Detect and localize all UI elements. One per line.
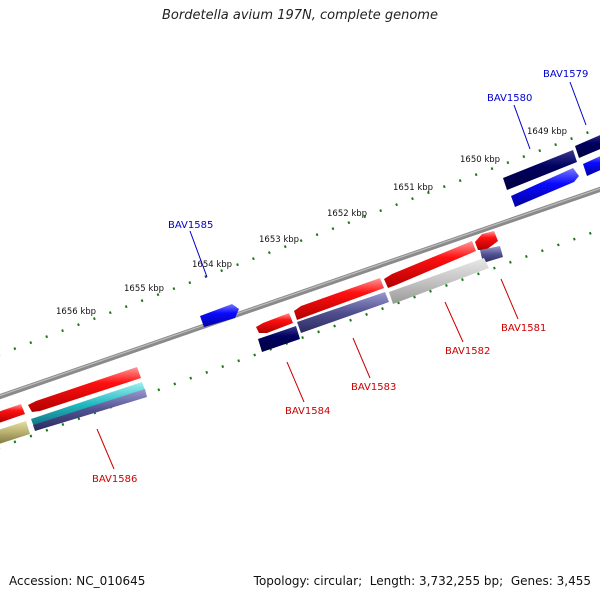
gene-left-edge-arrow[interactable] (0, 404, 25, 423)
track-BAV1581 (480, 246, 503, 263)
length-label: Length: (369, 574, 416, 588)
gene-BAV1581-arrow[interactable] (475, 231, 498, 250)
gene-BAV1586-arrow[interactable] (28, 367, 141, 412)
leader-BAV1582 (444, 301, 464, 343)
track-BAV1583 (297, 292, 389, 333)
gene-label-BAV1585[interactable]: BAV1585 (168, 220, 213, 231)
leader-BAV1580 (513, 104, 531, 150)
gene-BAV1579-track (575, 135, 600, 158)
gene-label-BAV1586[interactable]: BAV1586 (92, 474, 137, 485)
gene-label-BAV1584[interactable]: BAV1584 (285, 406, 330, 417)
leader-BAV1583 (352, 337, 371, 379)
kbp-label-1654: 1654 kbp (192, 260, 232, 270)
genes-value: 3,455 (556, 574, 591, 588)
leader-BAV1579 (569, 81, 587, 126)
kbp-label-1653: 1653 kbp (259, 235, 299, 245)
kbp-label-1656: 1656 kbp (56, 307, 96, 317)
track-BAV1582 (389, 258, 489, 304)
kbp-label-1650: 1650 kbp (460, 155, 500, 165)
topology-label: Topology: (253, 574, 310, 588)
accession-label: Accession: (9, 574, 73, 588)
accession-value: NC_010645 (76, 574, 146, 588)
genome-summary: Topology: circular; Length: 3,732,255 bp… (253, 574, 591, 588)
gene-BAV1580-arrow[interactable] (511, 168, 579, 207)
gene-BAV1585-arrow[interactable] (200, 304, 239, 327)
gene-label-BAV1579[interactable]: BAV1579 (543, 69, 588, 80)
gene-BAV1582-arrow[interactable] (384, 241, 476, 288)
genome-backbone (0, 186, 600, 400)
gene-BAV1580-track (503, 150, 577, 190)
gene-BAV1583-arrow[interactable] (294, 278, 384, 320)
track-left-edge (0, 421, 30, 444)
kbp-label-1649: 1649 kbp (527, 127, 567, 137)
leader-BAV1584 (286, 361, 305, 403)
gene-label-BAV1580[interactable]: BAV1580 (487, 93, 532, 104)
track-BAV1584 (258, 326, 300, 352)
accession-info: Accession: NC_010645 (9, 574, 145, 588)
kbp-label-1652: 1652 kbp (327, 209, 367, 219)
leader-BAV1585 (189, 230, 208, 278)
leader-BAV1581 (500, 278, 519, 320)
track-BAV1586-purple (33, 389, 147, 431)
gene-label-BAV1583[interactable]: BAV1583 (351, 382, 396, 393)
map-title: Bordetella avium 197N, complete genome (162, 8, 438, 23)
gene-BAV1584-arrow[interactable] (256, 313, 293, 333)
length-value: 3,732,255 bp (419, 574, 500, 588)
gene-BAV1579-arrow[interactable] (583, 154, 600, 176)
track-BAV1586-cyan (31, 382, 145, 427)
kbp-label-1651: 1651 kbp (393, 183, 433, 193)
kbp-label-1655: 1655 kbp (124, 284, 164, 294)
tick-ring-outer (0, 126, 600, 356)
topology-value: circular (313, 574, 359, 588)
gene-label-BAV1581[interactable]: BAV1581 (501, 323, 546, 334)
genes-label: Genes: (510, 574, 553, 588)
leader-BAV1586 (96, 428, 115, 470)
gene-label-BAV1582[interactable]: BAV1582 (445, 346, 490, 357)
